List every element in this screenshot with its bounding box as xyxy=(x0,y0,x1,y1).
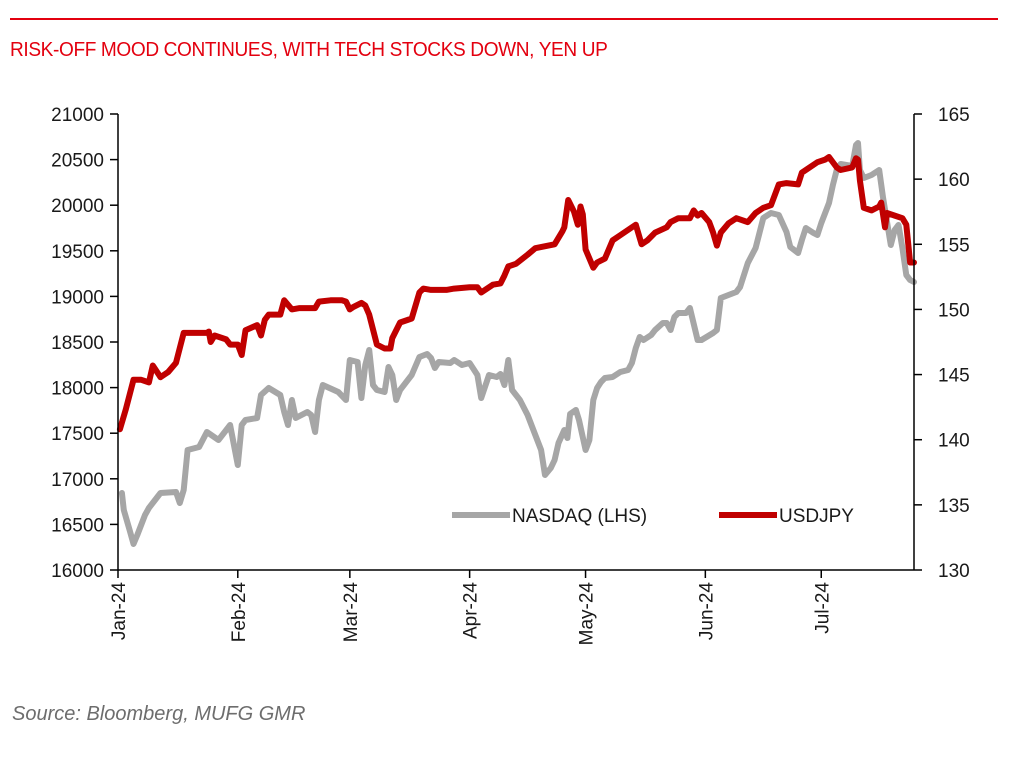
x-tick-label: Feb-24 xyxy=(229,582,250,643)
chart-title: RISK-OFF MOOD CONTINUES, WITH TECH STOCK… xyxy=(10,38,608,61)
x-tick-label: Jan-24 xyxy=(109,582,130,641)
y-right-tick-label: 140 xyxy=(938,431,970,452)
y-left-tick-label: 18000 xyxy=(51,379,104,400)
y-left-tick-label: 20500 xyxy=(51,151,104,172)
y-right-tick-label: 155 xyxy=(938,235,970,256)
y-left-tick-label: 19500 xyxy=(51,242,104,263)
x-tick-label: Apr-24 xyxy=(461,582,482,639)
y-right-tick-label: 165 xyxy=(938,105,970,126)
x-tick-label: Jul-24 xyxy=(812,582,833,634)
y-left-tick-label: 18500 xyxy=(51,333,104,354)
y-left-tick-label: 21000 xyxy=(51,105,104,126)
y-right-tick-label: 135 xyxy=(938,496,970,517)
legend: NASDAQ (LHS) USDJPY xyxy=(452,506,854,527)
x-tick-label: Jun-24 xyxy=(696,582,717,641)
y-left-tick-label: 20000 xyxy=(51,196,104,217)
y-left-tick-label: 16000 xyxy=(51,561,104,582)
x-tick-label: May-24 xyxy=(577,582,598,646)
series-line-usdjpy xyxy=(116,154,917,433)
source-note: Source: Bloomberg, MUFG GMR xyxy=(12,703,306,725)
chart: 16000 16500 17000 17500 18000 18500 19000 19500… xyxy=(51,105,970,645)
y-right-tick-label: 160 xyxy=(938,170,970,191)
x-tick-label: Mar-24 xyxy=(341,582,362,643)
y-right-tick-label: 150 xyxy=(938,300,970,321)
y-left-tick-label: 17000 xyxy=(51,470,104,491)
top-rule xyxy=(10,18,998,20)
series-line-nasdaq xyxy=(118,140,917,547)
y-right-tick-label: 130 xyxy=(938,561,970,582)
y-right-tick-label: 145 xyxy=(938,366,970,387)
y-left-tick-label: 19000 xyxy=(51,287,104,308)
legend-nasdaq-label: NASDAQ (LHS) xyxy=(512,506,647,527)
y-left-tick-label: 17500 xyxy=(51,424,104,445)
axes-layer: 16000 16500 17000 17500 18000 18500 19000 19500… xyxy=(51,105,970,645)
legend-usdjpy-label: USDJPY xyxy=(779,506,854,527)
y-left-tick-label: 16500 xyxy=(51,515,104,536)
series-layer xyxy=(116,140,917,547)
